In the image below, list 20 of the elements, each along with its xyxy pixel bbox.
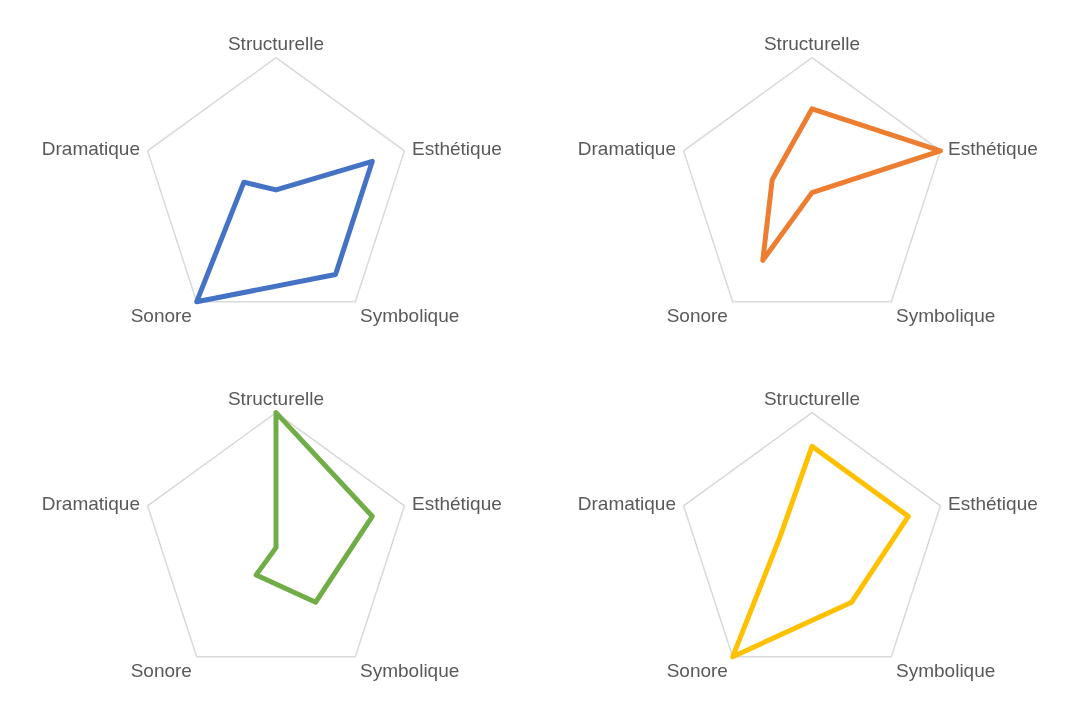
spoke-label: Dramatique [41, 138, 140, 160]
spoke-label: Dramatique [577, 493, 676, 515]
spoke-label: Structurelle [227, 387, 325, 409]
spoke-label: Sonore [666, 659, 728, 681]
spoke-label: Symbolique [896, 304, 996, 326]
spoke-label: Esthétique [412, 138, 502, 160]
spoke-label: Symbolique [360, 659, 460, 681]
spoke-label: Sonore [130, 304, 192, 326]
spoke-label: Structurelle [227, 32, 325, 54]
spoke-label: Sonore [130, 659, 192, 681]
spoke-label: Sonore [666, 304, 728, 326]
spoke-label: Esthétique [412, 493, 502, 515]
spoke-label: Symbolique [896, 659, 996, 681]
spoke-label: Esthétique [948, 493, 1038, 515]
spoke-label: Symbolique [360, 304, 460, 326]
spoke-label: Dramatique [577, 138, 676, 160]
spoke-label: Esthétique [948, 138, 1038, 160]
spoke-label: Dramatique [41, 493, 140, 515]
spoke-label: Structurelle [763, 387, 861, 409]
spoke-label: Structurelle [763, 32, 861, 54]
